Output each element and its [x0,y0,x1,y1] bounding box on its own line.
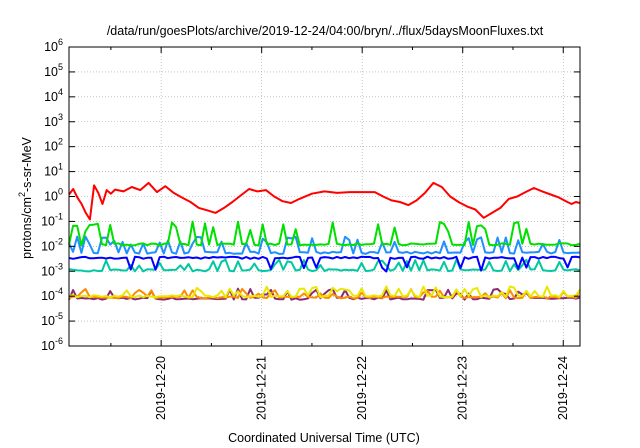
y-axis: 10-6 10-5 10-4 10-3 10-2 10-1 100 101 102 103 104 1… [41,37,580,353]
x-axis: 2019-12-20 2019-12-21 2019-12-22 2019-12-23… [110,47,570,420]
y-tick-label: 106 [44,37,63,54]
series-line [68,285,581,299]
series-line [68,235,581,255]
y-tick-label: 103 [44,112,63,129]
series-line [68,258,581,273]
grid [69,46,580,347]
y-tick-label: 10-3 [41,261,63,278]
y-tick-label: 10-2 [41,236,63,253]
y-tick-label: 105 [44,62,63,79]
series-line [68,255,581,273]
series-line [68,220,581,247]
y-axis-label: protons/cm2-s-sr-MeV [17,136,34,258]
x-axis-label: Coordinated Universal Time (UTC) [228,431,420,445]
series-group [68,181,581,301]
y-tick-label: 10-1 [41,211,63,228]
series-line [68,181,581,221]
y-tick-label: 104 [44,87,63,104]
y-tick-label: 10-6 [41,336,63,353]
y-tick-label: 102 [44,137,63,154]
y-tick-label: 10-5 [41,311,63,328]
y-tick-label: 10-4 [41,286,63,303]
y-tick-label: 101 [44,162,63,179]
chart-title: /data/run/goesPlots/archive/2019-12-24/0… [107,24,544,38]
x-tick-label: 2019-12-24 [556,356,570,420]
y-tick-label: 100 [44,187,63,204]
x-tick-label: 2019-12-23 [456,356,470,420]
x-tick-label: 2019-12-21 [255,356,269,420]
x-tick-label: 2019-12-20 [154,356,168,420]
x-tick-label: 2019-12-22 [355,356,369,420]
